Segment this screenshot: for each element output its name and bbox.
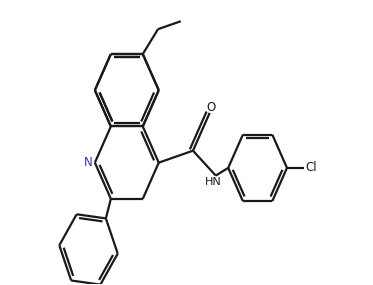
- Text: O: O: [207, 101, 216, 114]
- Text: Cl: Cl: [305, 161, 317, 174]
- Text: HN: HN: [205, 177, 222, 187]
- Text: N: N: [84, 156, 93, 169]
